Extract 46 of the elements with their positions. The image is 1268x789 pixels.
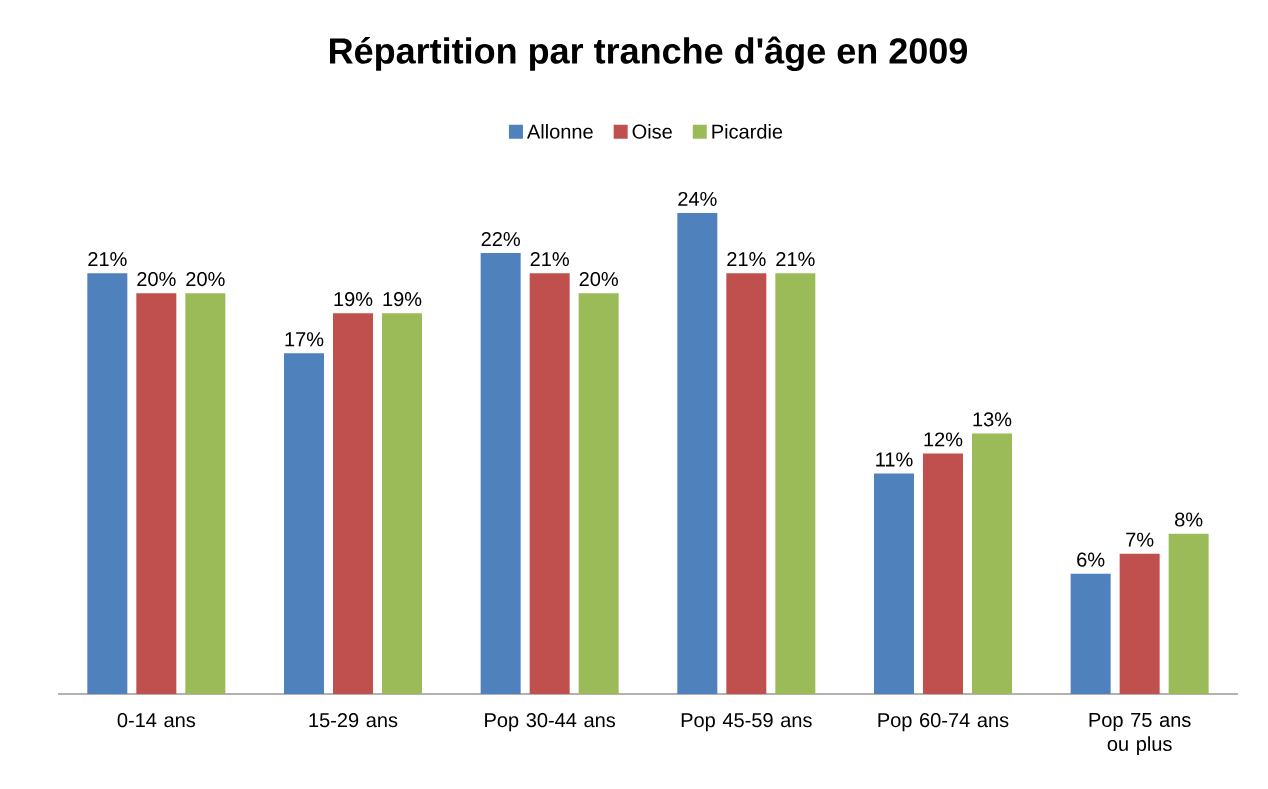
data-label: 6% xyxy=(1077,552,1105,567)
data-label: 8% xyxy=(1175,512,1203,527)
bar xyxy=(726,273,767,694)
x-tick-label: Pop 60-74 ans xyxy=(878,713,1009,732)
chart-title: Répartition par tranche d'âge en 2009 xyxy=(330,36,968,71)
bar xyxy=(677,213,718,694)
bar xyxy=(578,293,619,694)
bar xyxy=(1119,553,1160,694)
data-label: 20% xyxy=(579,271,618,287)
bar xyxy=(971,433,1012,694)
bar xyxy=(873,473,914,694)
legend-label: Picardie xyxy=(712,124,783,139)
data-label: 20% xyxy=(137,271,176,287)
data-label: 21% xyxy=(776,252,815,267)
x-tick-label: Pop 30-44 ans xyxy=(485,713,616,732)
bar xyxy=(185,293,226,694)
bar xyxy=(775,273,816,694)
x-tick-label: Pop 45-59 ans xyxy=(681,713,812,732)
data-label: 20% xyxy=(186,271,225,287)
data-label: 13% xyxy=(973,412,1012,427)
x-tick-label: 0-14 ans xyxy=(117,713,196,728)
data-label: 21% xyxy=(88,252,127,267)
data-label: 19% xyxy=(334,292,373,307)
data-label: 21% xyxy=(530,252,569,267)
data-label: 19% xyxy=(383,292,422,307)
data-label: 17% xyxy=(285,332,324,347)
data-label: 22% xyxy=(481,231,520,247)
data-label: 7% xyxy=(1126,532,1154,547)
bar xyxy=(922,453,963,694)
legend-label: Oise xyxy=(632,124,672,139)
bar xyxy=(480,253,521,694)
x-tick-label: 15-29 ans xyxy=(309,713,398,728)
x-tick-label: Pop 75 ans ou plus xyxy=(1089,713,1191,755)
bar xyxy=(333,313,373,694)
data-label: 21% xyxy=(727,252,766,267)
bar xyxy=(1070,573,1111,694)
legend-label: Allonne xyxy=(526,124,593,139)
data-label: 11% xyxy=(876,452,913,467)
bar xyxy=(1168,533,1209,694)
bar xyxy=(382,313,422,694)
bar xyxy=(284,353,324,694)
bar xyxy=(136,293,177,694)
data-label: 24% xyxy=(678,191,717,206)
data-label: 12% xyxy=(924,432,963,447)
bar xyxy=(87,273,128,694)
bar xyxy=(529,273,570,694)
